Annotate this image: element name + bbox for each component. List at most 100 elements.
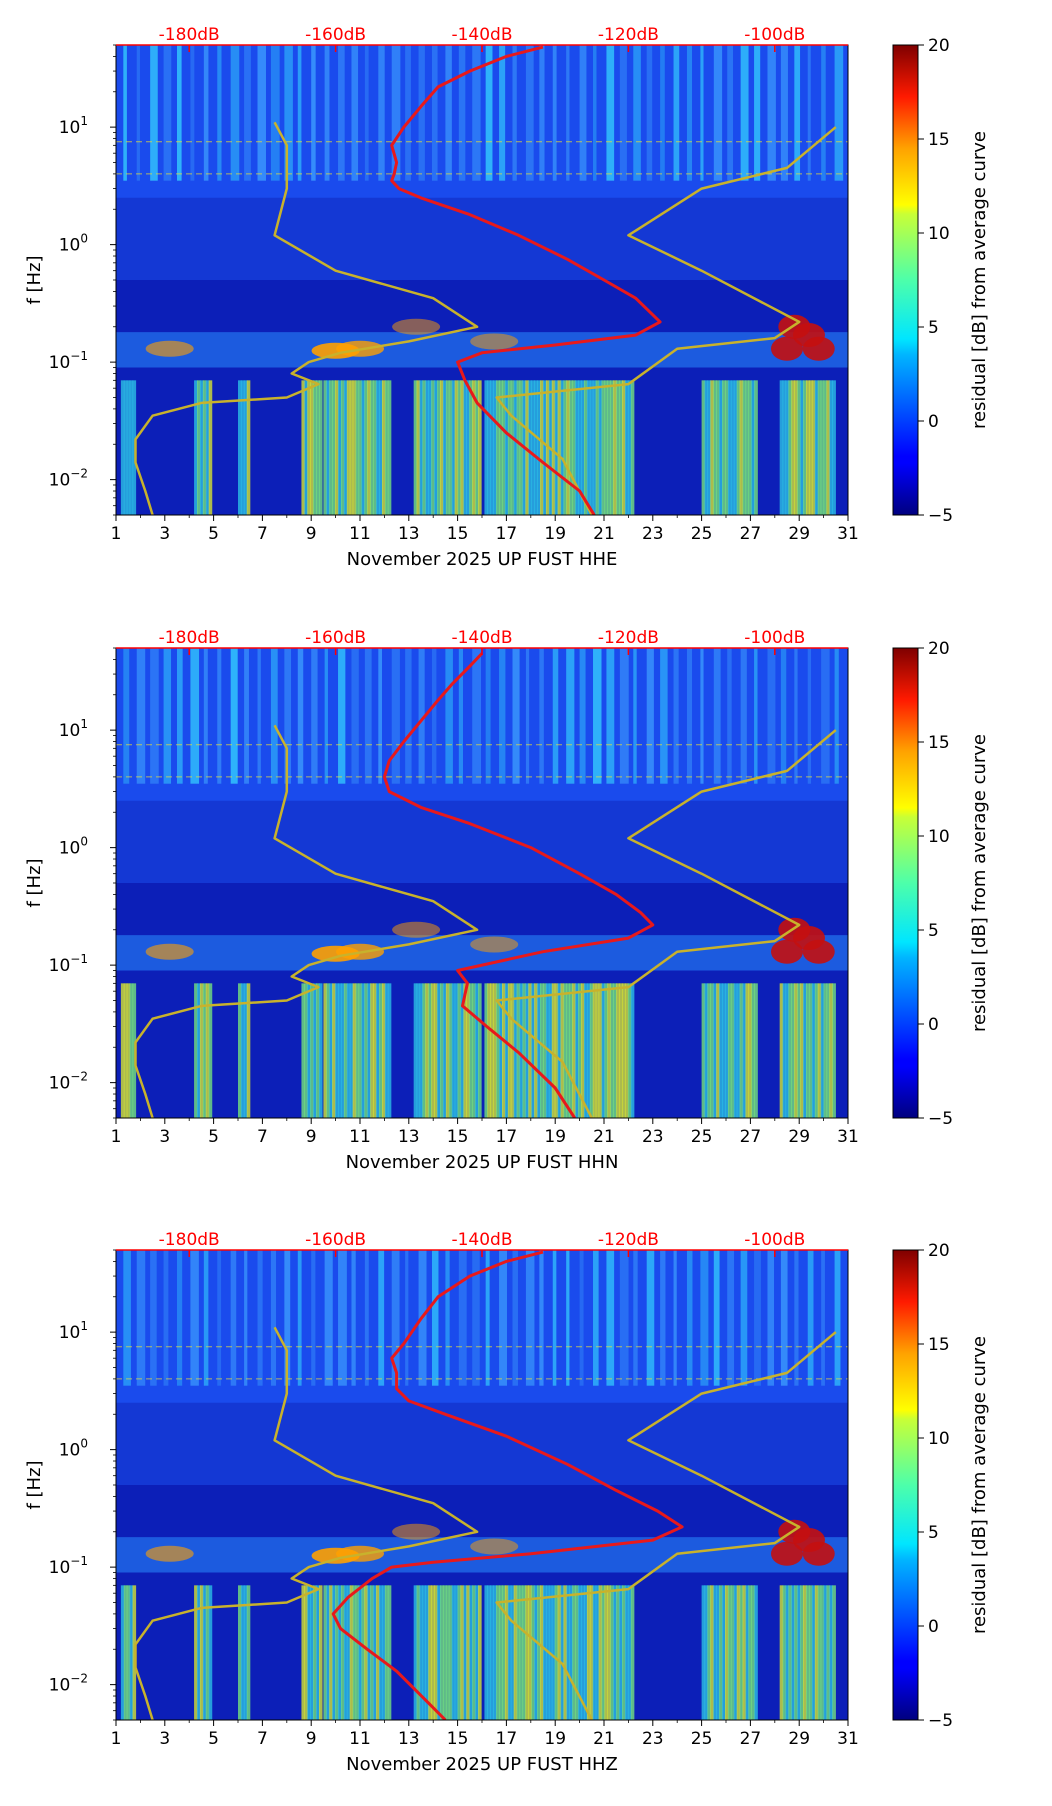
lowfreq-block bbox=[316, 983, 320, 1118]
lowfreq-block bbox=[343, 983, 348, 1118]
lowfreq-block bbox=[528, 1585, 532, 1720]
lowfreq-block bbox=[304, 983, 308, 1118]
lowfreq-block bbox=[304, 1585, 308, 1720]
high-freq-band bbox=[116, 45, 848, 198]
noise-streak bbox=[780, 45, 788, 181]
noise-streak bbox=[177, 1250, 183, 1386]
top-axis-tick-label: -100dB bbox=[744, 628, 805, 648]
noise-streak bbox=[217, 45, 222, 181]
lowfreq-block bbox=[800, 380, 804, 515]
lowfreq-block bbox=[748, 380, 752, 515]
x-tick-label: 5 bbox=[208, 1729, 219, 1749]
lowfreq-block bbox=[346, 983, 351, 1118]
lowfreq-block bbox=[563, 380, 568, 515]
lowfreq-block bbox=[323, 380, 327, 515]
lowfreq-block bbox=[310, 983, 314, 1118]
lowfreq-block bbox=[437, 1585, 441, 1720]
lowfreq-block bbox=[722, 983, 726, 1118]
noise-streak bbox=[754, 45, 761, 181]
lowfreq-block bbox=[499, 983, 503, 1118]
lowfreq-block bbox=[581, 983, 585, 1118]
y-tick-label: 10−2 bbox=[49, 467, 88, 491]
colorbar-tick-label: −5 bbox=[928, 506, 953, 526]
lowfreq-block bbox=[507, 380, 512, 515]
colorbar: 20 15 10 5 0 −5 residual [dB] from average cur… bbox=[892, 36, 990, 526]
lowfreq-block bbox=[722, 1585, 726, 1720]
lowfreq-block bbox=[543, 983, 547, 1118]
lowfreq-block bbox=[563, 983, 568, 1118]
lowfreq-block bbox=[563, 1585, 568, 1720]
x-tick-label: 3 bbox=[159, 1127, 170, 1147]
noise-streak bbox=[767, 1250, 775, 1386]
lowfreq-block bbox=[610, 380, 614, 515]
lowfreq-block bbox=[739, 1585, 744, 1720]
lowfreq-block bbox=[478, 1585, 482, 1720]
lowfreq-block bbox=[806, 1585, 810, 1720]
model-curve-left bbox=[134, 724, 479, 1118]
lowfreq-block bbox=[604, 983, 609, 1118]
noise-streak bbox=[418, 45, 425, 181]
microseism-hotspot bbox=[470, 936, 519, 953]
lowfreq-block bbox=[384, 380, 389, 515]
lowfreq-block bbox=[440, 983, 444, 1118]
top-axis-tick-label: -120dB bbox=[598, 628, 659, 648]
lowfreq-block bbox=[340, 1585, 345, 1720]
x-tick-label: 17 bbox=[496, 524, 518, 544]
lowfreq-block bbox=[329, 380, 333, 515]
x-tick-label: 11 bbox=[349, 1127, 371, 1147]
lowfreq-block bbox=[510, 983, 515, 1118]
lowfreq-block bbox=[208, 1585, 213, 1720]
lowfreq-block bbox=[806, 983, 810, 1118]
lowfreq-block bbox=[528, 380, 532, 515]
noise-streak bbox=[391, 45, 401, 181]
lowfreq-block bbox=[416, 1585, 421, 1720]
lowfreq-block bbox=[469, 983, 473, 1118]
lowfreq-block bbox=[413, 380, 418, 515]
lowfreq-block bbox=[451, 1585, 456, 1720]
lowfreq-block bbox=[710, 1585, 714, 1720]
lowfreq-block bbox=[613, 1585, 617, 1720]
lowfreq-block bbox=[716, 1585, 720, 1720]
lowfreq-block bbox=[349, 1585, 354, 1720]
noise-streak bbox=[270, 45, 280, 181]
noise-streak bbox=[391, 648, 400, 784]
lowfreq-block bbox=[710, 983, 714, 1118]
lowfreq-block bbox=[475, 1585, 479, 1720]
noise-streak bbox=[606, 45, 615, 181]
x-tick-label: 17 bbox=[496, 1729, 518, 1749]
lowfreq-block bbox=[785, 983, 790, 1118]
lowfreq-block bbox=[569, 380, 573, 515]
y-tick-label: 100 bbox=[59, 835, 88, 859]
lowfreq-block bbox=[463, 380, 467, 515]
y-tick-label: 10−1 bbox=[49, 952, 88, 976]
lowfreq-block bbox=[460, 983, 465, 1118]
lowfreq-block bbox=[604, 380, 609, 515]
lowfreq-block bbox=[364, 380, 368, 515]
lowfreq-block bbox=[516, 380, 521, 515]
x-tick-label: 31 bbox=[837, 1127, 859, 1147]
noise-streak bbox=[458, 648, 464, 784]
lowfreq-block bbox=[619, 380, 623, 515]
lowfreq-block bbox=[595, 983, 600, 1118]
noise-streak bbox=[297, 45, 302, 181]
top-axis-tick-label: -140dB bbox=[451, 628, 512, 648]
lowfreq-block bbox=[451, 380, 456, 515]
lowfreq-block bbox=[502, 380, 506, 515]
lowfreq-block bbox=[129, 380, 134, 515]
lowfreq-block bbox=[537, 983, 541, 1118]
lowfreq-block bbox=[510, 1585, 515, 1720]
lowfreq-block bbox=[791, 1585, 795, 1720]
noise-streak bbox=[700, 45, 704, 181]
lowfreq-block bbox=[701, 380, 706, 515]
noise-streak bbox=[311, 45, 316, 181]
colorbar-tick-label: 15 bbox=[928, 733, 950, 753]
top-axis-tick-label: -160dB bbox=[305, 1230, 366, 1250]
lowfreq-block bbox=[319, 983, 323, 1118]
noise-streak bbox=[834, 648, 839, 784]
lowfreq-block bbox=[323, 1585, 327, 1720]
top-axis-tick-label: -180dB bbox=[159, 1230, 220, 1250]
lowfreq-block bbox=[808, 380, 813, 515]
lowfreq-block bbox=[338, 380, 342, 515]
top-axis-tick-label: -100dB bbox=[744, 25, 805, 45]
